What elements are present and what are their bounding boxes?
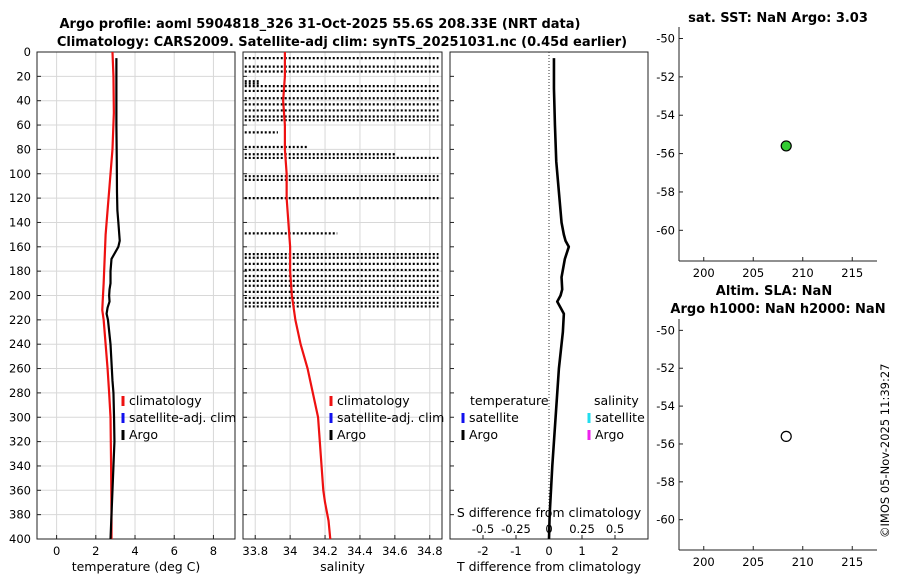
y-tick-label: 240 [9,337,31,351]
legend-label: climatology [337,393,410,408]
x-tick-label: 34 [283,544,298,558]
y-tick-label: 120 [9,191,31,205]
y-tick-label: 360 [9,483,31,497]
y-tick-label: -60 [656,223,675,237]
argo-position-marker [780,140,792,152]
x-tick-label: 0 [53,544,60,558]
x-tick-label: -2 [477,544,488,558]
legend-label: Argo [337,427,366,442]
series-climatology [101,51,115,539]
y-tick-label: 40 [16,94,31,108]
x-tick-label: 210 [792,266,814,280]
x-axis-label: salinity [320,559,365,574]
s-tick-label: 0.5 [606,522,624,536]
x-axis-label: T difference from climatology [456,559,642,574]
y-tick-label: 380 [9,508,31,522]
y-tick-label: 0 [24,45,31,59]
y-tick-label: -56 [656,437,675,451]
y-tick-label: -54 [656,399,675,413]
x-tick-label: 205 [742,266,764,280]
figure-title-line2: Climatology: CARS2009. Satellite-adj cli… [57,35,627,50]
y-tick-label: -50 [656,32,675,46]
y-tick-label: 180 [9,264,31,278]
series-argo [105,58,121,540]
legend-label: satellite [595,410,645,425]
y-tick-label: 400 [9,532,31,546]
y-tick-label: -58 [656,185,675,199]
x-tick-label: 34.2 [312,544,338,558]
legend-label: Argo [595,427,624,442]
legend-label: climatology [129,393,202,408]
y-tick-label: 220 [9,313,31,327]
y-tick-label: 20 [16,69,31,83]
y-tick-label: 200 [9,289,31,303]
difference-profile-panel: -2 -1 0 1 2T difference from climatology -0.5… [449,51,649,574]
y-tick-label: -60 [656,513,675,527]
series-argo [547,58,571,540]
salinity-profile-panel: 33.8 34 34.2 34.4 34.6 34.8 salinity climatolog… [242,51,444,574]
x-tick-label: 205 [742,555,764,569]
x-tick-label: 2 [611,544,618,558]
s-tick-label: -0.5 [472,522,494,536]
y-tick-label: -56 [656,147,675,161]
y-tick-label: 340 [9,459,31,473]
x-tick-label: 2 [92,544,99,558]
y-tick-label: -58 [656,475,675,489]
imos-credit: ©IMOS 05-Nov-2025 11:39:27 [878,364,892,538]
legend-label: satellite-adj. clim [337,410,444,425]
x-tick-label: 215 [841,555,863,569]
x-tick-label: 8 [210,544,217,558]
y-tick-label: 60 [16,118,31,132]
y-tick-label: 260 [9,362,31,376]
x-tick-label: 200 [693,266,715,280]
s-tick-label: -0.25 [501,522,531,536]
y-tick-label: 140 [9,215,31,229]
y-tick-label: 100 [9,167,31,181]
y-tick-label: -54 [656,108,675,122]
legend-label: Argo [469,427,498,442]
x-tick-label: -1 [510,544,521,558]
y-tick-label: 280 [9,386,31,400]
y-tick-label: 320 [9,435,31,449]
sst-map-title: sat. SST: NaN Argo: 3.03 [688,11,868,26]
s-tick-label: 0.25 [569,522,595,536]
x-tick-label: 1 [578,544,585,558]
temperature-profile-panel: 0 2 4 6 802040608010012014016018020022024026… [9,45,236,574]
x-tick-label: 6 [171,544,178,558]
sst-map-panel: 200 205 210 215 -50 -52 -54 -56 -58 -60 [656,27,877,280]
y-tick-label: -50 [656,323,675,337]
sla-map-panel: 200 205 210 215 -50 -52 -54 -56 -58 -60 [656,319,877,569]
legend-label: Argo [129,427,158,442]
y-tick-label: -52 [656,361,675,375]
y-tick-label: 300 [9,410,31,424]
x-tick-label: 0 [545,544,552,558]
x-tick-label: 4 [131,544,138,558]
x-tick-label: 34.8 [417,544,443,558]
x-tick-label: 210 [792,555,814,569]
x-tick-label: 34.4 [347,544,373,558]
legend-header-temperature: temperature [470,393,549,408]
argo-position-marker [780,430,792,442]
x-tick-label: 33.8 [242,544,268,558]
x-axis-label: temperature (deg C) [72,559,201,574]
x-tick-label: 200 [693,555,715,569]
x-tick-label: 34.6 [382,544,408,558]
legend-label: satellite-adj. clim [129,410,236,425]
x-tick-label: 215 [841,266,863,280]
y-tick-label: 160 [9,240,31,254]
y-tick-label: -52 [656,70,675,84]
sla-map-title-line1: Altim. SLA: NaN [716,284,832,299]
legend-header-salinity: salinity [594,393,639,408]
y-tick-label: 80 [16,142,31,156]
legend-label: satellite [469,410,519,425]
figure-title-line1: Argo profile: aoml 5904818_326 31-Oct-20… [60,17,581,32]
series-climatology [282,52,332,540]
sla-map-title-line2: Argo h1000: NaN h2000: NaN [670,302,885,317]
